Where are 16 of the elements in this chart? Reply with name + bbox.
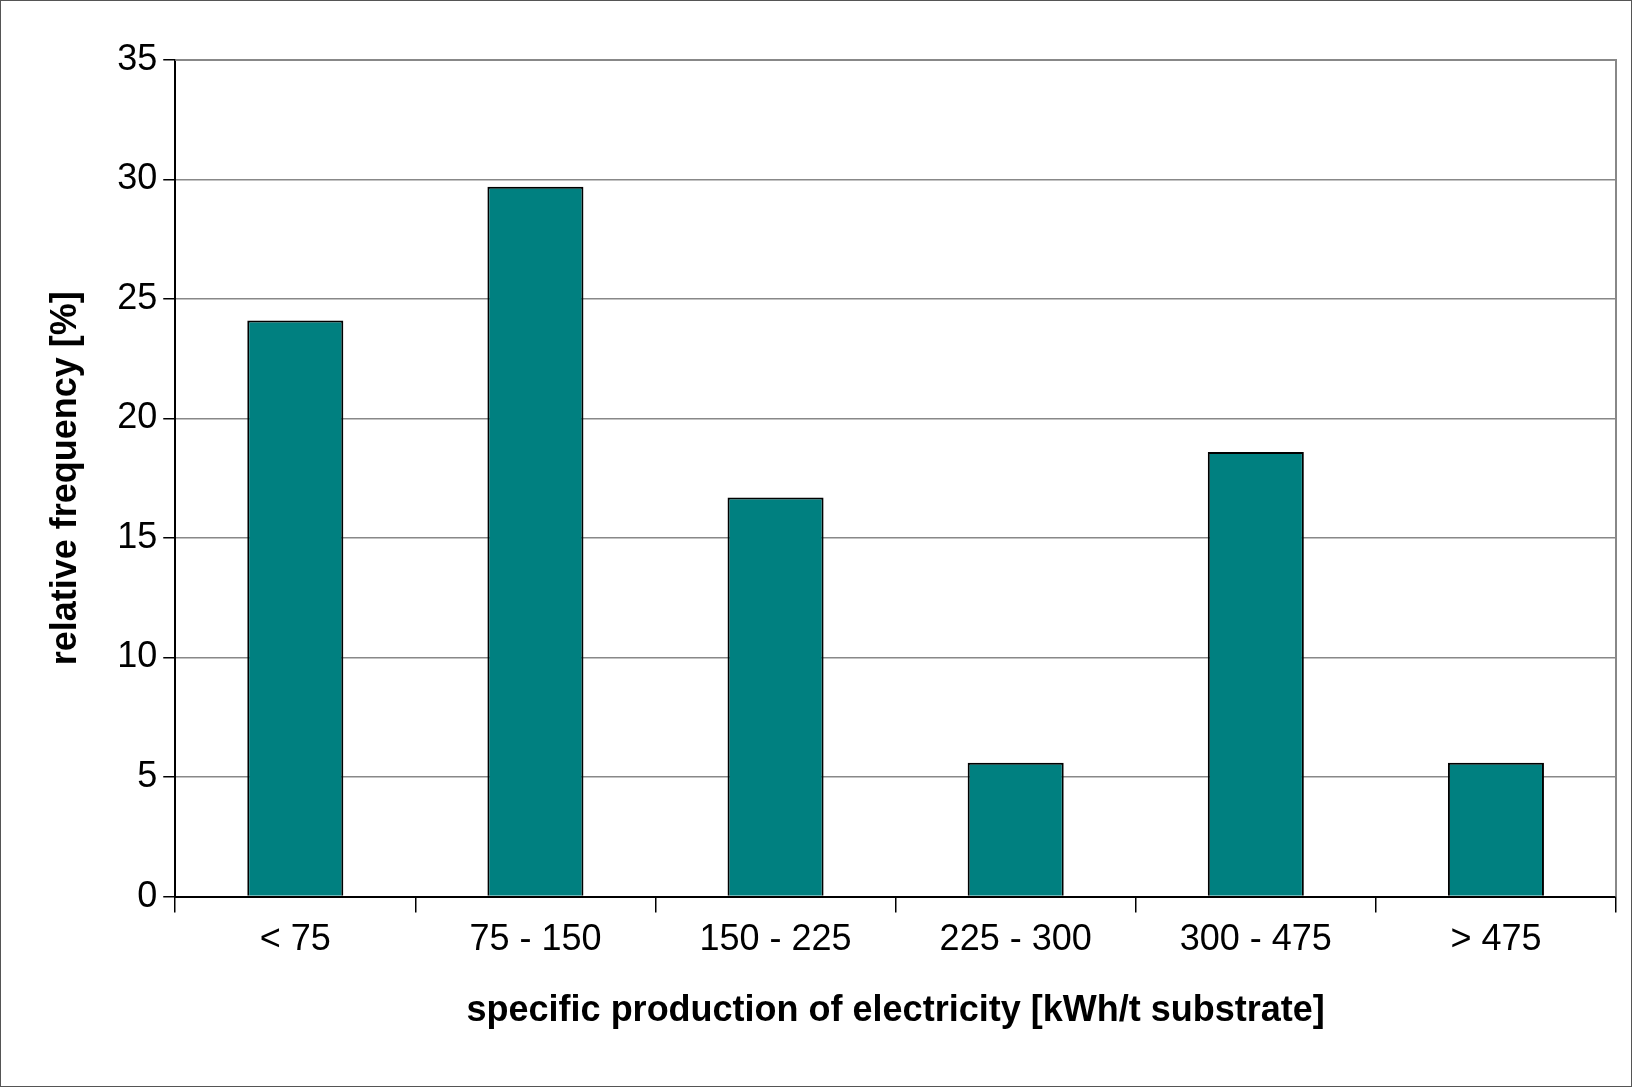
y-tick-label: 30 <box>117 156 158 198</box>
x-tick-label: 225 - 300 <box>939 917 1092 959</box>
x-tick-label: > 475 <box>1450 917 1542 959</box>
x-tick-label: 150 - 225 <box>699 917 852 959</box>
y-tick-label: 25 <box>117 275 158 317</box>
x-tick-label: 300 - 475 <box>1179 917 1332 959</box>
x-tick-label: < 75 <box>259 917 331 959</box>
y-tick-label: 20 <box>117 395 158 437</box>
y-tick-label: 5 <box>137 754 158 796</box>
y-tick-label: 0 <box>137 873 158 915</box>
y-tick-label: 35 <box>117 36 158 78</box>
x-axis-title: specific production of electricity [kWh/t substrate] <box>466 988 1325 1030</box>
y-tick-label: 15 <box>117 514 158 556</box>
y-tick-label: 10 <box>117 634 158 676</box>
y-axis-title: relative frequency [%] <box>42 291 84 666</box>
x-tick-label: 75 - 150 <box>469 917 602 959</box>
